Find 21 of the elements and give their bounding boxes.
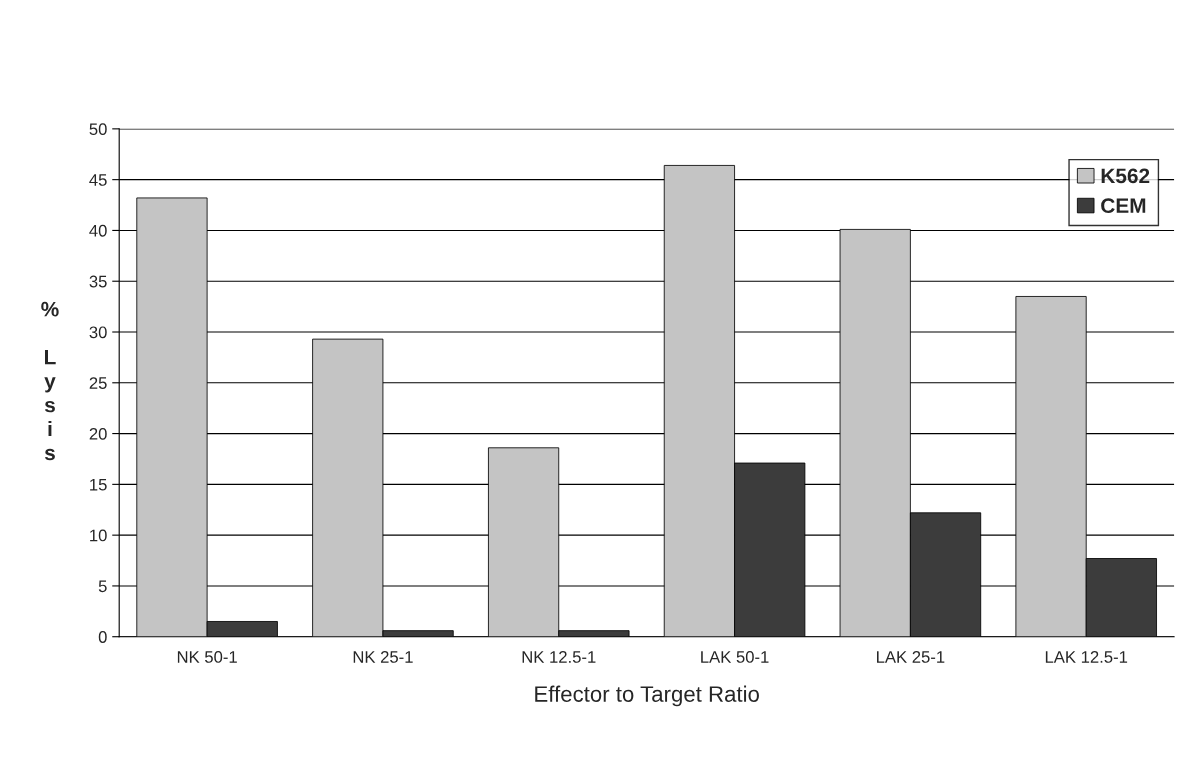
x-tick-label: LAK 25-1 [877, 651, 945, 663]
y-tick-label: 20 [89, 427, 107, 440]
text: % Lysis [41, 301, 59, 461]
y-tick-label: 10 [90, 529, 107, 542]
legend-label: K562 [1101, 168, 1150, 184]
y-tick-label: 30 [89, 326, 107, 339]
y-tick-label: 5 [98, 580, 107, 593]
y-tick-label: 0 [98, 631, 107, 643]
x-tick-label: NK 50-1 [177, 651, 237, 663]
y-tick-label: 45 [89, 174, 107, 186]
y-tick-label: 40 [89, 224, 107, 237]
y-tick-label: 50 [89, 123, 107, 136]
y-tick-label: 15 [90, 478, 107, 491]
x-tick-label: LAK 12.5-1 [1045, 651, 1128, 663]
legend-label: CEM [1101, 198, 1146, 214]
y-tick-label: 25 [89, 377, 107, 389]
y-tick-label: 35 [89, 275, 107, 288]
x-axis-title: Effector to Target Ratio [535, 685, 759, 707]
x-tick-label: NK 25-1 [353, 651, 413, 663]
x-tick-label: LAK 50-1 [701, 651, 769, 663]
x-tick-label: NK 12.5-1 [522, 651, 596, 663]
